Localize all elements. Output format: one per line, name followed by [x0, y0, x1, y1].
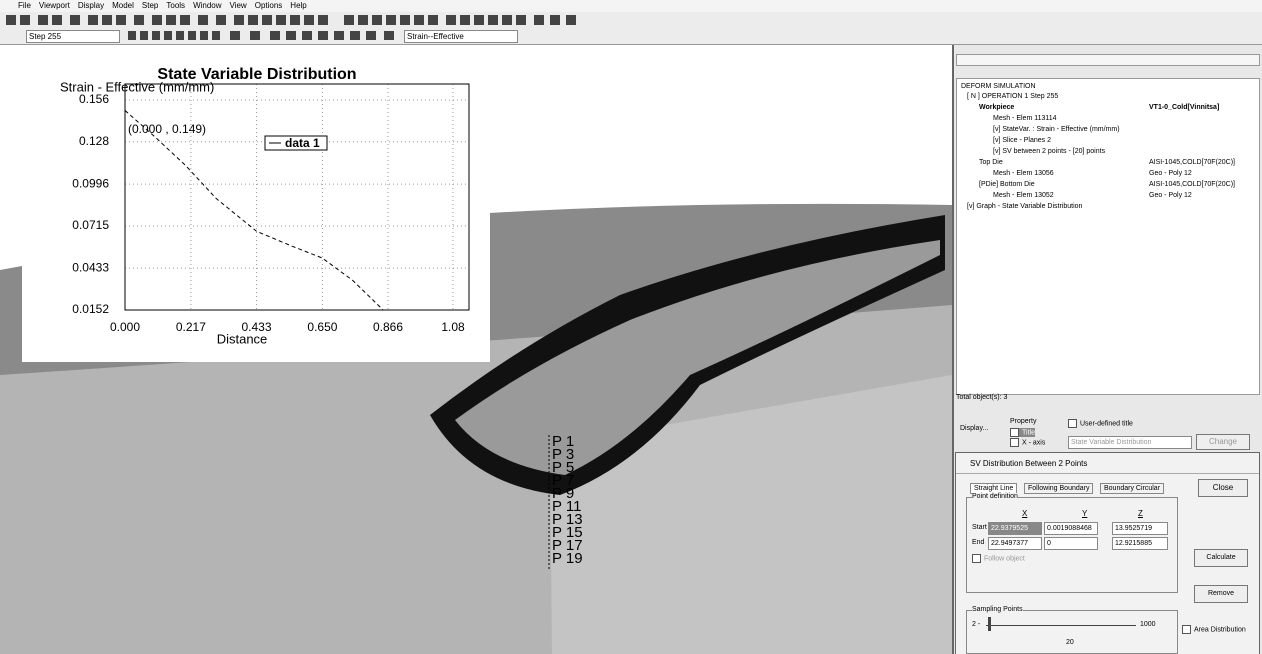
tree-geo: Geo - Poly 12 — [1149, 170, 1192, 177]
tree-material: AISI-1045,COLD[70F(20C)] — [1149, 159, 1235, 166]
y-tick-label: 0.156 — [79, 92, 109, 106]
slider-thumb[interactable] — [988, 617, 991, 631]
menu-item[interactable]: File — [18, 1, 31, 10]
toolbar-icon-row — [128, 31, 394, 40]
group-label: Sampling Points — [972, 606, 1023, 613]
graph-window: State Variable Distribution Strain - Eff… — [22, 60, 490, 362]
toolbar-icon-row — [6, 15, 576, 25]
sampling-group — [966, 610, 1178, 654]
end-y[interactable]: 0 — [1044, 537, 1098, 550]
dialog: SV Distribution Between 2 Points Straigh… — [955, 452, 1260, 654]
user-title-checkbox[interactable]: User-defined title — [1068, 419, 1133, 428]
start-y[interactable]: 0.0019088468 — [1044, 522, 1098, 535]
title-input[interactable]: State Variable Distribution — [1068, 436, 1192, 449]
menu-item[interactable]: Tools — [166, 1, 185, 10]
tab[interactable]: Following Boundary — [1024, 483, 1093, 494]
menu-bar: File Viewport Display Model Step Tools Window V… — [0, 0, 1262, 12]
area-checkbox[interactable]: Area Distribution — [1182, 625, 1246, 634]
x-tick-label: 0.866 — [373, 320, 403, 334]
tree-material: AISI-1045,COLD[70F(20C)] — [1149, 181, 1235, 188]
close-button[interactable]: Close — [1198, 479, 1248, 497]
menu-item[interactable]: Step — [142, 1, 158, 10]
property-header: Property — [1010, 418, 1036, 425]
property-item-text: X - axis — [1022, 439, 1045, 446]
property-item[interactable]: X - axis — [1010, 438, 1045, 447]
total-objects: Total object(s): 3 — [956, 394, 1007, 401]
menu-item[interactable]: Help — [290, 1, 306, 10]
row-label: End — [972, 539, 984, 546]
y-tick-label: 0.0715 — [72, 218, 109, 232]
x-tick-label: 1.08 — [441, 320, 465, 334]
menu-item[interactable]: Window — [193, 1, 221, 10]
slider-min: 2 - — [972, 621, 980, 628]
menu-item[interactable]: Model — [112, 1, 134, 10]
row-label: Start — [972, 524, 987, 531]
checkbox-label: User-defined title — [1080, 420, 1133, 427]
start-z[interactable]: 13.9525719 — [1112, 522, 1168, 535]
app-window: File Viewport Display Model Step Tools Window V… — [0, 0, 1262, 654]
tree-item[interactable]: [v] Slice - Planes 2 — [993, 137, 1051, 144]
x-tick-label: 0.433 — [241, 320, 271, 334]
point-annotation: (0.000 , 0.149) — [128, 122, 206, 136]
tree-item[interactable]: [v] Graph - State Variable Distribution — [967, 203, 1082, 210]
tree-item[interactable]: DEFORM SIMULATION — [961, 83, 1036, 90]
menu-item[interactable]: Options — [255, 1, 283, 10]
follow-checkbox[interactable]: Follow object — [972, 554, 1025, 563]
column-header: Z — [1138, 509, 1143, 518]
panel-header — [956, 54, 1260, 66]
tree-item[interactable]: Mesh - Elem 13052 — [993, 192, 1054, 199]
checkbox-label: Area Distribution — [1194, 626, 1246, 633]
slider-value: 20 — [1066, 639, 1074, 646]
end-z[interactable]: 12.9215885 — [1112, 537, 1168, 550]
display-button[interactable]: Display... — [960, 425, 988, 432]
tree-item[interactable]: [PDie] Bottom Die — [979, 181, 1035, 188]
dialog-title: SV Distribution Between 2 Points — [970, 459, 1087, 468]
start-x[interactable]: 22.9379525 — [988, 522, 1042, 535]
remove-button[interactable]: Remove — [1194, 585, 1248, 603]
tree-material: VT1-0_Cold[Vinnitsa] — [1149, 104, 1219, 111]
point-label: P 19 — [552, 551, 583, 566]
object-tree: DEFORM SIMULATION [ N ] OPERATION 1 Step… — [956, 78, 1260, 395]
tree-item[interactable]: [v] SV between 2 points - [20] points — [993, 148, 1105, 155]
tree-item[interactable]: Workpiece — [979, 104, 1014, 111]
column-header: X — [1022, 509, 1027, 518]
end-x[interactable]: 22.9497377 — [988, 537, 1042, 550]
tree-item[interactable]: Mesh - Elem 13056 — [993, 170, 1054, 177]
toolbar: Step 255 Strain--Effective — [0, 12, 1262, 45]
menu-item[interactable]: View — [230, 1, 247, 10]
legend-label: data 1 — [285, 136, 320, 150]
menu-item[interactable]: Viewport — [39, 1, 70, 10]
slider-track[interactable] — [986, 625, 1136, 626]
tree-item[interactable]: [ N ] OPERATION 1 Step 255 — [967, 93, 1058, 100]
column-header: Y — [1082, 509, 1087, 518]
checkbox-label: Follow object — [984, 555, 1025, 562]
tree-geo: Geo - Poly 12 — [1149, 192, 1192, 199]
toolbar-icons — [4, 12, 664, 28]
step-dropdown[interactable]: Step 255 — [26, 30, 120, 43]
tab[interactable]: Boundary Circular — [1100, 483, 1164, 494]
dialog-divider — [956, 473, 1259, 474]
calculate-button[interactable]: Calculate — [1194, 549, 1248, 567]
y-tick-label: 0.0996 — [72, 176, 109, 190]
tree-item[interactable]: Mesh - Elem 113114 — [993, 115, 1057, 122]
y-tick-label: 0.0433 — [72, 260, 109, 274]
x-tick-label: 0.000 — [110, 320, 140, 334]
group-label: Point definition — [972, 493, 1018, 500]
slider-max: 1000 — [1140, 621, 1156, 628]
x-tick-label: 0.650 — [307, 320, 337, 334]
property-item[interactable]: Title — [1010, 428, 1035, 437]
variable-dropdown[interactable]: Strain--Effective — [404, 30, 518, 43]
y-tick-label: 0.0152 — [72, 302, 109, 316]
tree-item[interactable]: Top Die — [979, 159, 1003, 166]
menu-item[interactable]: Display — [78, 1, 104, 10]
tree-item[interactable]: [v] StateVar. : Strain - Effective (mm/m… — [993, 126, 1120, 133]
y-tick-label: 0.128 — [79, 134, 109, 148]
x-tick-label: 0.217 — [176, 320, 206, 334]
property-item-text: Title — [1022, 429, 1035, 436]
change-button[interactable]: Change — [1196, 434, 1250, 450]
